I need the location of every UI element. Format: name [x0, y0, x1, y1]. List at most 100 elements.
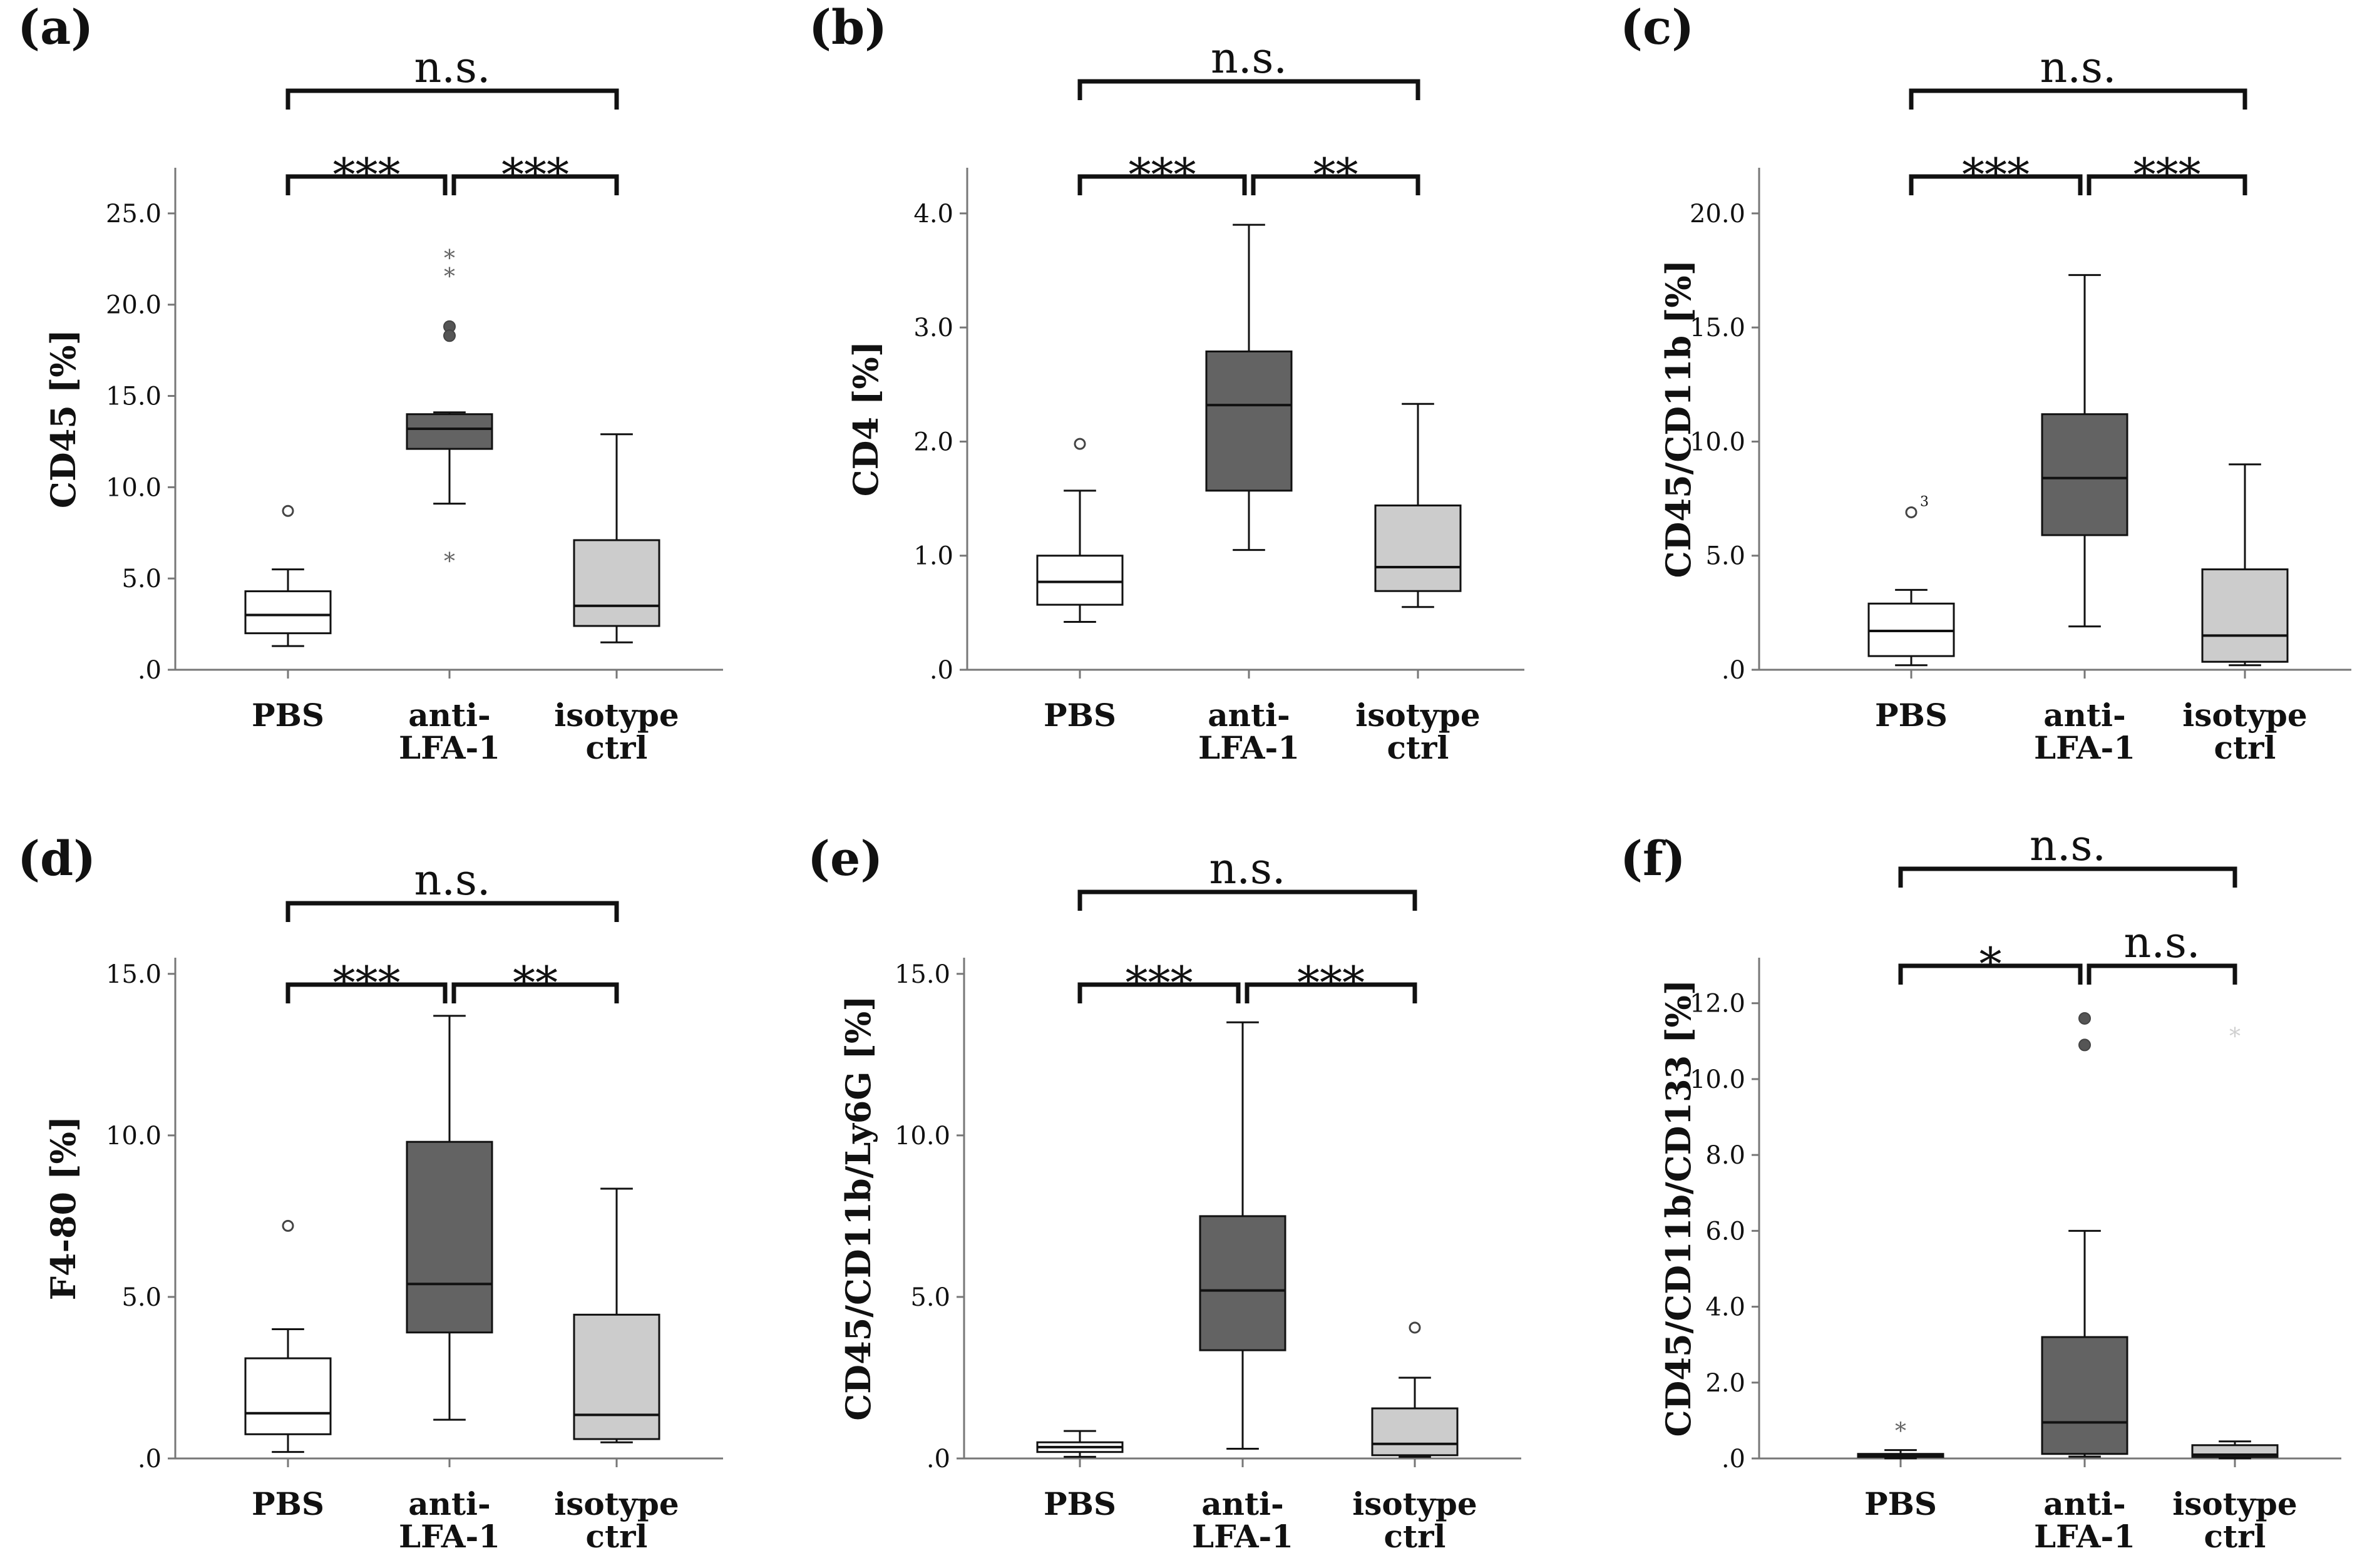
- bracket-line: [1909, 88, 2247, 110]
- panel-label: (f): [1620, 831, 1686, 886]
- outlier-star: *: [444, 549, 455, 575]
- significance-bracket: n.s.: [1077, 844, 1417, 911]
- y-tick-label: .0: [1722, 1445, 1745, 1473]
- y-tick-label: 10.0: [895, 1122, 950, 1150]
- panel-f: (f) .0 2.0 4.0 6.0 8.0 10.0 12.0CD45/CD11b/CD13…: [1620, 821, 2341, 1555]
- box-anti-lfa-1: anti-LFA-1: [399, 1015, 500, 1555]
- x-tick-label: isotype: [554, 697, 679, 734]
- bracket-line: [285, 174, 448, 195]
- iqr-box: [1374, 505, 1462, 592]
- outlier-dot: [2078, 1012, 2091, 1025]
- significance-bracket: *: [1898, 938, 2083, 990]
- significance-label: ***: [333, 148, 401, 201]
- y-tick-label: 5.0: [121, 1283, 162, 1312]
- y-tick-label: 20.0: [1690, 200, 1745, 228]
- x-tick-label: isotype: [1355, 697, 1480, 734]
- y-tick-label: 20.0: [106, 291, 162, 320]
- x-tick-label: ctrl: [586, 729, 648, 766]
- significance-bracket: ***: [285, 956, 448, 1009]
- y-axis-label: CD45/CD11b [%]: [1658, 260, 1698, 578]
- bracket-line: [1077, 79, 1420, 100]
- bracket-line: [1077, 174, 1247, 195]
- box-anti-lfa-1: anti-LFA-1: [1198, 223, 1300, 766]
- outlier-circle: [1905, 506, 1918, 518]
- bracket-line: [1077, 982, 1241, 1003]
- x-tick-label: PBS: [252, 1485, 324, 1522]
- box-pbs: PBS: [1036, 438, 1124, 734]
- iqr-box: [244, 590, 332, 635]
- bracket-line: [1251, 174, 1420, 195]
- significance-bracket: n.s.: [1909, 43, 2247, 110]
- y-axis-label: CD45 [%]: [43, 329, 83, 508]
- significance-bracket: ***: [2087, 148, 2247, 201]
- bracket-line: [1245, 982, 1417, 1003]
- y-tick-label: 1.0: [913, 542, 953, 571]
- y-tick-label: 4.0: [1705, 1293, 1745, 1322]
- outlier-dot: [443, 329, 456, 342]
- panel-c: (c) .0 5.0 10.0 15.0 20.0 CD45/CD11b [%] 3 PBS an…: [1620, 0, 2351, 766]
- significance-bracket: ***: [1245, 956, 1417, 1009]
- significance-label: n.s.: [2040, 43, 2117, 93]
- bracket-line: [285, 982, 448, 1003]
- iqr-box: [2041, 1336, 2128, 1455]
- outlier-star: *: [1895, 1419, 1906, 1445]
- significance-label: n.s.: [414, 43, 491, 93]
- x-tick-label: LFA-1: [2034, 1518, 2135, 1555]
- y-axis-label: CD45/CD11b/Ly6G [%]: [838, 995, 878, 1420]
- box-anti-lfa-1: anti-LFA-1: [2034, 274, 2135, 766]
- bracket-line: [451, 982, 619, 1003]
- significance-label: n.s.: [414, 856, 491, 905]
- x-tick-label: PBS: [1044, 1485, 1116, 1522]
- y-tick-label: 10.0: [1690, 1065, 1745, 1094]
- significance-bracket: n.s.: [2087, 918, 2237, 985]
- significance-label: n.s.: [2124, 918, 2200, 968]
- iqr-box: [406, 1140, 493, 1334]
- significance-bracket: n.s.: [285, 43, 619, 110]
- outlier-circle: [282, 1219, 294, 1232]
- panel-b: (b) .0 1.0 2.0 3.0 4.0 CD4 [%] PBS anti-LFA-1 iso…: [809, 0, 1524, 766]
- outlier-circle: [282, 505, 294, 517]
- significance-bracket: ***: [451, 148, 619, 201]
- x-tick-label: LFA-1: [399, 1518, 500, 1555]
- significance-bracket: **: [451, 956, 619, 1009]
- significance-bracket: ***: [1909, 148, 2083, 201]
- x-tick-label: isotype: [1352, 1485, 1477, 1522]
- box-pbs: PBS: [1036, 1430, 1124, 1522]
- bracket-line: [2087, 963, 2237, 985]
- significance-bracket: n.s.: [1077, 34, 1420, 100]
- significance-label: ***: [1297, 956, 1365, 1009]
- iqr-box: [1199, 1215, 1286, 1351]
- iqr-box: [2201, 568, 2289, 663]
- y-tick-label: 10.0: [106, 1122, 162, 1150]
- panel-d: (d) .0 5.0 10.0 15.0 F4-80 [%] PBS anti-LFA-1 is…: [18, 831, 723, 1555]
- significance-label: n.s.: [1211, 34, 1287, 83]
- y-tick-label: 15.0: [106, 960, 162, 989]
- x-tick-label: PBS: [252, 697, 324, 734]
- panel-e: (e) .0 5.0 10.0 15.0 CD45/CD11b/Ly6G [%] PBS an…: [808, 831, 1521, 1555]
- outlier-star: *: [444, 264, 455, 290]
- x-tick-label: anti-: [408, 1485, 491, 1522]
- significance-label: *: [1979, 938, 2002, 990]
- y-tick-label: 5.0: [1705, 542, 1745, 571]
- y-tick-label: 3.0: [913, 314, 953, 342]
- x-tick-label: isotype: [2172, 1485, 2297, 1522]
- x-tick-label: anti-: [1201, 1485, 1284, 1522]
- y-tick-label: 2.0: [1705, 1369, 1745, 1398]
- y-tick-label: 2.0: [913, 428, 953, 456]
- x-tick-label: ctrl: [1384, 1518, 1446, 1555]
- x-tick-label: LFA-1: [1198, 729, 1300, 766]
- box-anti-lfa-1: anti-LFA-1: [2034, 1012, 2135, 1555]
- y-tick-label: .0: [1722, 656, 1745, 685]
- x-tick-label: ctrl: [2214, 729, 2276, 766]
- significance-label: ***: [1126, 956, 1193, 1009]
- box-pbs: 3 PBS: [1867, 494, 1955, 734]
- significance-bracket: ***: [285, 148, 448, 201]
- iqr-box: [244, 1357, 332, 1435]
- outlier-star: *: [2229, 1024, 2241, 1050]
- bracket-line: [2087, 174, 2247, 195]
- y-tick-label: 8.0: [1705, 1141, 1745, 1170]
